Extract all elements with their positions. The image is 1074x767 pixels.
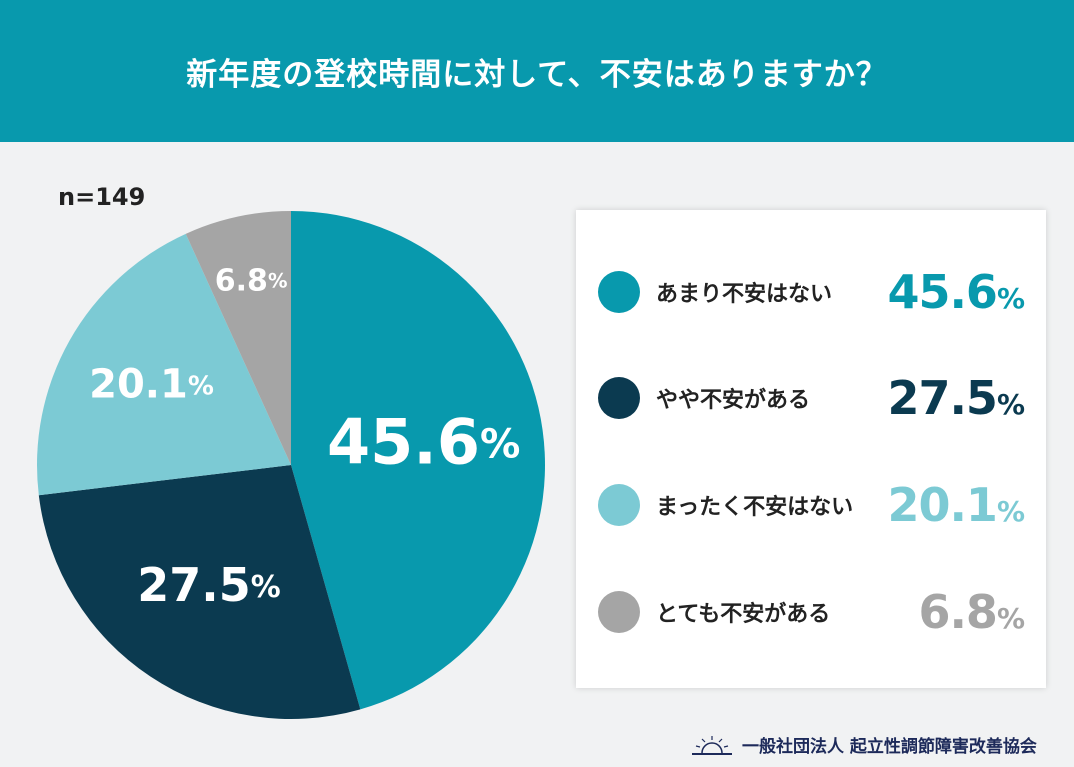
pie-chart: 45.6% 27.5% 20.1% 6.8% — [37, 211, 545, 719]
slice-label: 6.8% — [215, 263, 288, 298]
legend-value: 6.8% — [918, 585, 1025, 639]
legend-item: あまり不安はない 45.6% — [598, 262, 1038, 322]
legend-item: やや不安がある 27.5% — [598, 368, 1038, 428]
legend-swatch — [598, 591, 640, 633]
legend-swatch — [598, 271, 640, 313]
sunrise-logo-icon — [692, 735, 732, 755]
legend-swatch — [598, 377, 640, 419]
legend-label: やや不安がある — [656, 388, 811, 413]
header: 新年度の登校時間に対して、不安はありますか？ — [0, 0, 1074, 142]
pie-slice — [185, 211, 291, 465]
organization-name: 一般社団法人 起立性調節障害改善協会 — [742, 737, 1037, 757]
legend-value: 45.6% — [887, 265, 1025, 319]
sample-size: n=149 — [58, 183, 146, 211]
legend-label: まったく不安はない — [656, 495, 854, 520]
pie-slice — [38, 465, 361, 719]
legend-item: とても不安がある 6.8% — [598, 582, 1038, 642]
legend-label: あまり不安はない — [656, 282, 833, 307]
slice-label: 20.1% — [89, 362, 214, 408]
pie-slice — [291, 211, 545, 710]
legend-label: とても不安がある — [656, 602, 831, 627]
legend-swatch — [598, 484, 640, 526]
legend-item: まったく不安はない 20.1% — [598, 475, 1038, 535]
legend-value: 20.1% — [887, 478, 1025, 532]
footer: 一般社団法人 起立性調節障害改善協会 — [690, 732, 1037, 757]
chart-title: 新年度の登校時間に対して、不安はありますか？ — [186, 56, 888, 93]
legend: あまり不安はない 45.6% やや不安がある 27.5% まったく不安はない 20.1% と… — [576, 210, 1046, 688]
slice-label: 27.5% — [137, 558, 280, 612]
slice-label: 45.6% — [327, 406, 520, 479]
pie-slice — [37, 233, 291, 496]
legend-value: 27.5% — [887, 371, 1025, 425]
